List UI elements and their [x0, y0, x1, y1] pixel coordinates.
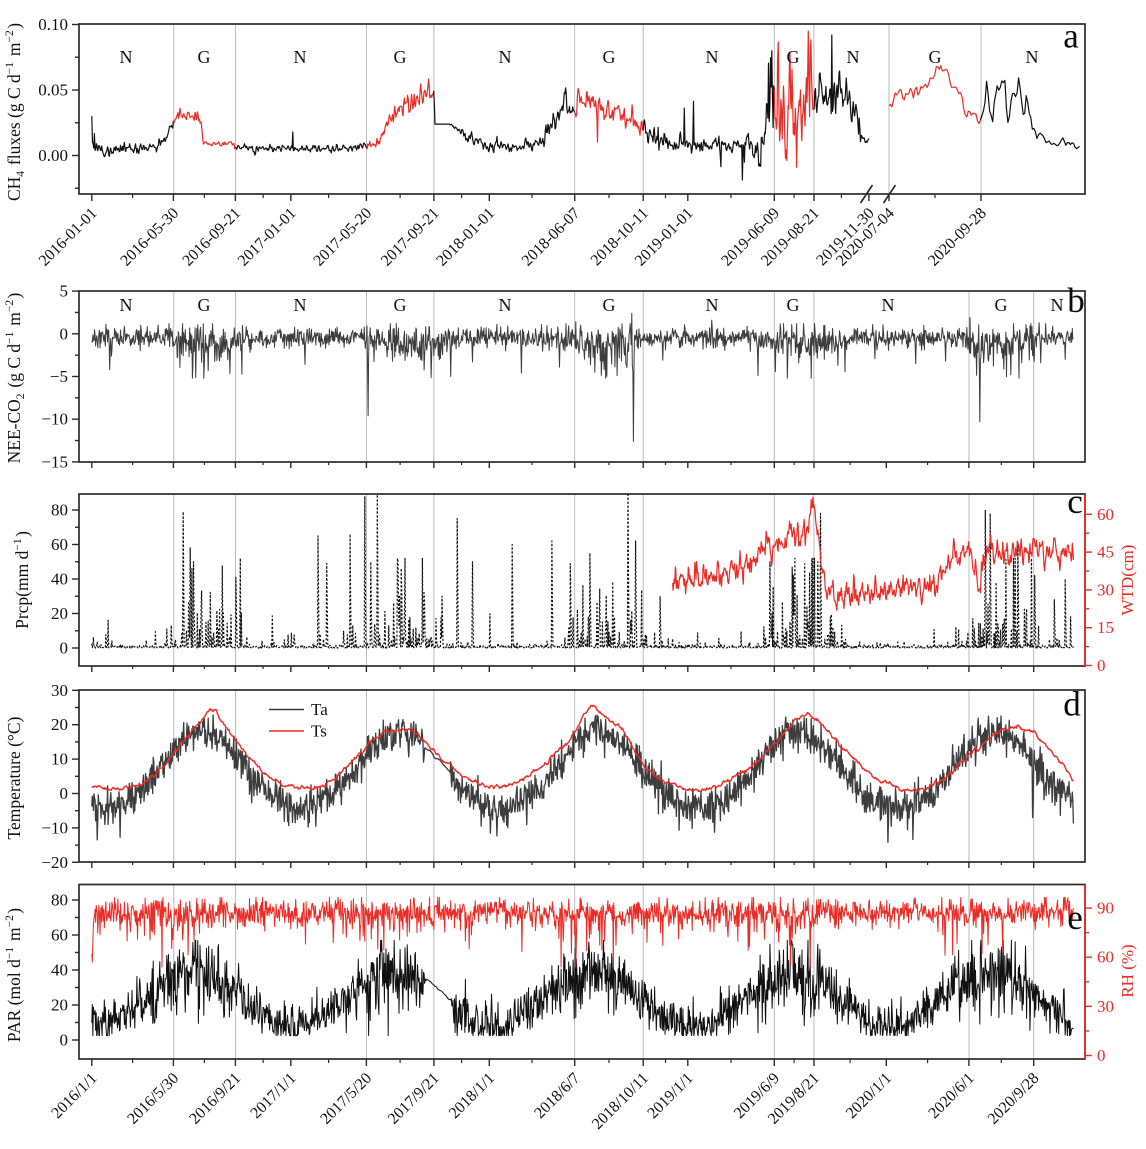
svg-text:60: 60	[1097, 948, 1114, 967]
svg-text:10: 10	[51, 750, 68, 769]
svg-text:60: 60	[51, 926, 68, 945]
svg-text:N: N	[847, 47, 860, 67]
svg-text:N: N	[294, 47, 307, 67]
svg-text:N: N	[499, 295, 512, 315]
svg-text:0: 0	[1097, 1046, 1106, 1065]
svg-text:0: 0	[60, 324, 69, 343]
svg-text:G: G	[995, 295, 1008, 315]
svg-text:−15: −15	[41, 452, 68, 471]
svg-text:N: N	[120, 47, 133, 67]
svg-text:G: G	[198, 295, 211, 315]
svg-text:−10: −10	[41, 818, 68, 837]
svg-text:0: 0	[60, 639, 69, 658]
svg-text:60: 60	[51, 535, 68, 554]
svg-text:N: N	[294, 295, 307, 315]
svg-text:80: 80	[51, 501, 68, 520]
svg-text:N: N	[882, 295, 895, 315]
svg-text:80: 80	[51, 891, 68, 910]
svg-text:a: a	[1063, 17, 1079, 56]
svg-text:15: 15	[1097, 618, 1114, 637]
svg-text:G: G	[198, 47, 211, 67]
svg-text:−10: −10	[41, 410, 68, 429]
svg-text:30: 30	[1097, 580, 1114, 599]
svg-text:20: 20	[51, 604, 68, 623]
svg-text:0.10: 0.10	[38, 15, 68, 34]
svg-text:30: 30	[51, 681, 68, 700]
svg-text:0: 0	[60, 1031, 69, 1050]
svg-text:N: N	[706, 47, 719, 67]
svg-text:−20: −20	[41, 853, 68, 872]
svg-text:−5: −5	[50, 367, 68, 386]
svg-text:5: 5	[60, 282, 69, 301]
svg-text:0.05: 0.05	[38, 81, 68, 100]
svg-text:N: N	[499, 47, 512, 67]
svg-text:Prcp(mm d−1 ): Prcp(mm d−1 )	[12, 531, 32, 629]
svg-text:NEE-CO2 (g C d−1 m−2 ): NEE-CO2 (g C d−1 m−2 )	[4, 292, 27, 463]
svg-text:RH (%): RH (%)	[1118, 944, 1137, 997]
svg-text:45: 45	[1097, 543, 1114, 562]
svg-text:N: N	[1026, 47, 1039, 67]
svg-text:d: d	[1063, 685, 1081, 724]
svg-text:0.00: 0.00	[38, 146, 68, 165]
svg-text:60: 60	[1097, 505, 1114, 524]
svg-text:PAR (mol d−1 m−2 ): PAR (mol d−1 m−2 )	[4, 908, 24, 1042]
svg-text:G: G	[787, 47, 800, 67]
svg-text:40: 40	[51, 961, 68, 980]
svg-text:N: N	[706, 295, 719, 315]
svg-text:b: b	[1067, 281, 1085, 320]
svg-text:0: 0	[60, 784, 69, 803]
svg-text:G: G	[394, 295, 407, 315]
svg-text:WTD(cm): WTD(cm)	[1118, 545, 1137, 616]
svg-text:30: 30	[1097, 997, 1114, 1016]
svg-text:G: G	[603, 47, 616, 67]
svg-text:Ts: Ts	[311, 722, 327, 741]
svg-text:90: 90	[1097, 899, 1114, 918]
svg-text:0: 0	[1097, 656, 1106, 675]
svg-text:G: G	[603, 295, 616, 315]
svg-text:G: G	[929, 47, 942, 67]
svg-text:40: 40	[51, 570, 68, 589]
svg-text:e: e	[1067, 898, 1083, 937]
svg-text:N: N	[1051, 295, 1064, 315]
svg-text:Temperature (°C): Temperature (°C)	[4, 716, 24, 839]
svg-text:G: G	[787, 295, 800, 315]
svg-text:20: 20	[51, 715, 68, 734]
svg-text:Ta: Ta	[311, 700, 328, 719]
svg-text:c: c	[1067, 482, 1083, 521]
svg-text:N: N	[120, 295, 133, 315]
svg-text:G: G	[394, 47, 407, 67]
svg-text:20: 20	[51, 996, 68, 1015]
svg-text:CH4 fluxes (g C d−1 m−2 ): CH4 fluxes (g C d−1 m−2 )	[4, 23, 27, 201]
